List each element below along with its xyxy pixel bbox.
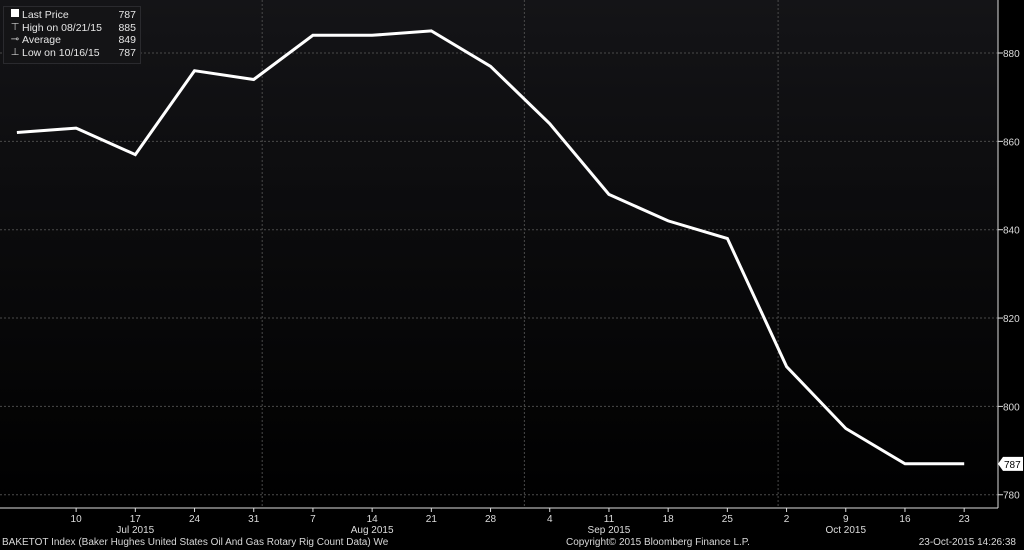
x-tick-label: 10 xyxy=(71,514,83,525)
x-tick-label: 28 xyxy=(485,514,497,525)
line-chart: 780 800 820 840 860 880 10 17 24 31 7 14 21 28 4 11 18 25… xyxy=(0,0,1023,536)
x-tick-label: 11 xyxy=(604,514,615,525)
y-tick-label: 780 xyxy=(1003,491,1020,502)
legend-item-last-price: Last Price 787 xyxy=(8,9,136,22)
legend-label: Last Price xyxy=(22,9,69,21)
y-tick-label: 880 xyxy=(1003,49,1020,60)
x-tick-label: 25 xyxy=(722,514,734,525)
low-marker-icon: ⊥ xyxy=(10,46,20,58)
month-label: Aug 2015 xyxy=(351,525,394,536)
x-tick-label: 7 xyxy=(310,514,316,525)
footer-copyright: Copyright© 2015 Bloomberg Finance L.P. xyxy=(566,537,750,548)
average-marker-icon: ⊸ xyxy=(10,34,20,46)
y-tick-label: 860 xyxy=(1003,137,1020,148)
x-tick-label: 16 xyxy=(899,514,911,525)
x-tick-label: 18 xyxy=(663,514,675,525)
x-tick-label: 2 xyxy=(784,514,790,525)
x-tick-label: 17 xyxy=(130,514,142,525)
last-value-tag xyxy=(998,456,1023,471)
footer-bar: BAKETOT Index (Baker Hughes United State… xyxy=(0,536,1024,550)
x-tick-label: 31 xyxy=(248,514,260,525)
legend-item-average: ⊸ Average 849 xyxy=(8,34,136,47)
x-tick-label: 21 xyxy=(426,514,438,525)
y-tick-label: 800 xyxy=(1003,402,1020,413)
month-label: Jul 2015 xyxy=(116,525,154,536)
high-marker-icon: ⊤ xyxy=(10,21,20,33)
y-tick-label: 820 xyxy=(1003,314,1020,325)
legend-value: 885 xyxy=(118,21,136,34)
legend-label: High on 08/21/15 xyxy=(22,21,102,34)
x-tick-label: 9 xyxy=(843,514,849,525)
legend-value: 787 xyxy=(118,9,136,21)
grid-lines xyxy=(0,0,998,508)
x-tick-label: 4 xyxy=(547,514,553,525)
axes xyxy=(0,0,1003,512)
legend-label: Average xyxy=(22,34,61,47)
legend-item-high: ⊤ High on 08/21/15 885 xyxy=(8,22,136,35)
axis-labels: 780 800 820 840 860 880 10 17 24 31 7 14 21 28 4 11 18 25… xyxy=(71,49,1023,536)
legend-value: 849 xyxy=(118,34,136,47)
legend-label: Low on 10/16/15 xyxy=(22,46,100,59)
chart-legend: Last Price 787 ⊤ High on 08/21/15 885 ⊸ … xyxy=(3,6,141,64)
plot-area xyxy=(0,0,998,508)
legend-item-low: ⊥ Low on 10/16/15 787 xyxy=(8,47,136,60)
month-label: Sep 2015 xyxy=(588,525,631,536)
footer-security-description: BAKETOT Index (Baker Hughes United State… xyxy=(2,537,389,548)
footer-timestamp: 23-Oct-2015 14:26:38 xyxy=(918,537,1016,548)
y-tick-label: 840 xyxy=(1003,226,1020,237)
month-label: Oct 2015 xyxy=(825,525,866,536)
x-tick-label: 23 xyxy=(959,514,971,525)
legend-value: 787 xyxy=(118,46,136,59)
x-tick-label: 14 xyxy=(367,514,379,525)
square-swatch-icon xyxy=(8,9,22,22)
x-tick-label: 24 xyxy=(189,514,201,525)
last-value-label: 787 xyxy=(1004,460,1021,471)
series-layer xyxy=(16,29,965,466)
